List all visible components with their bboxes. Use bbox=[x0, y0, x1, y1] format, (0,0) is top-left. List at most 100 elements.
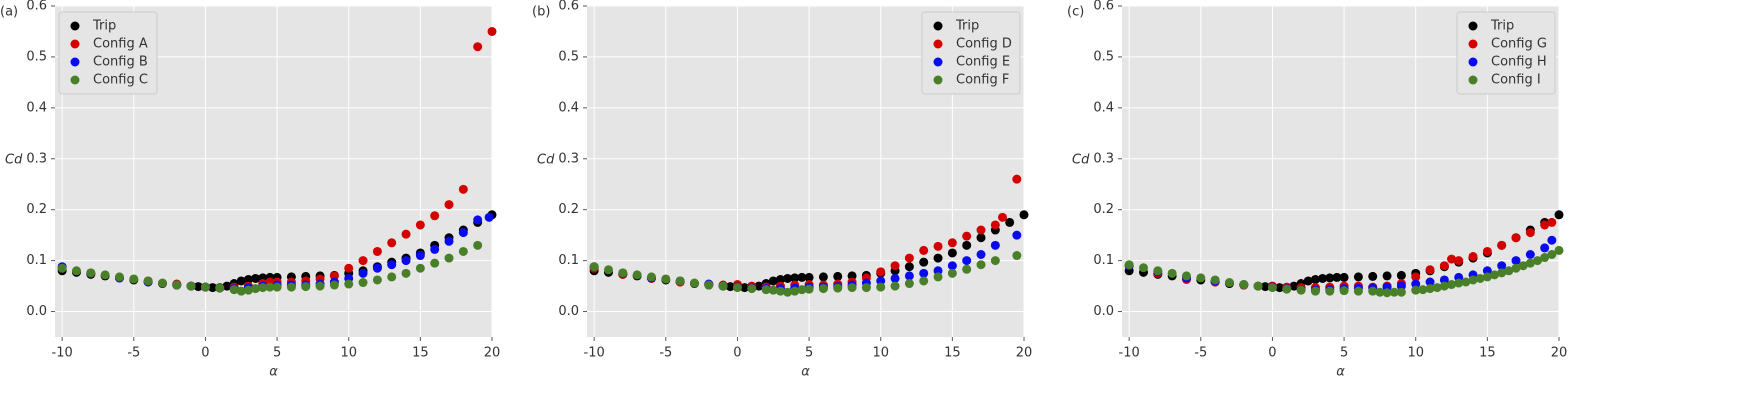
point bbox=[962, 264, 972, 274]
point bbox=[200, 282, 210, 292]
point bbox=[1368, 271, 1378, 281]
point bbox=[286, 282, 296, 292]
point bbox=[990, 240, 1000, 250]
point bbox=[1282, 284, 1292, 294]
point bbox=[847, 283, 857, 293]
point bbox=[833, 271, 843, 281]
legend: Trip Config A Config B Config C bbox=[58, 11, 158, 95]
point bbox=[833, 283, 843, 293]
x-axis-label: α bbox=[269, 365, 278, 380]
point bbox=[1525, 250, 1535, 260]
point bbox=[215, 283, 225, 293]
point bbox=[1396, 287, 1406, 297]
point bbox=[487, 26, 497, 36]
point bbox=[473, 240, 483, 250]
point bbox=[1482, 272, 1492, 282]
y-tick-label: 0.3 bbox=[26, 151, 47, 166]
point bbox=[1511, 263, 1521, 273]
point bbox=[1475, 273, 1485, 283]
y-tick-label: 0.5 bbox=[1093, 49, 1114, 64]
point bbox=[208, 283, 218, 293]
point bbox=[1425, 284, 1435, 294]
point bbox=[783, 287, 793, 297]
point bbox=[947, 238, 957, 248]
point bbox=[1153, 266, 1163, 276]
point bbox=[1210, 275, 1220, 285]
point bbox=[1339, 286, 1349, 296]
legend: Trip Config G Config H Config I bbox=[1456, 11, 1556, 95]
point bbox=[1325, 286, 1335, 296]
y-axis-label: Cd bbox=[537, 153, 555, 168]
point bbox=[1418, 285, 1428, 295]
point bbox=[783, 273, 793, 283]
legend-label: Config B bbox=[93, 55, 148, 70]
point bbox=[301, 282, 311, 292]
point bbox=[790, 273, 800, 283]
legend-label: Config A bbox=[93, 37, 148, 52]
panel-label: (c) bbox=[1067, 5, 1084, 20]
x-tick-label: 15 bbox=[944, 346, 961, 361]
point bbox=[904, 271, 914, 281]
point bbox=[1303, 276, 1313, 286]
point bbox=[272, 282, 282, 292]
legend-box bbox=[1456, 11, 1556, 95]
point bbox=[1454, 278, 1464, 288]
point bbox=[243, 274, 253, 284]
point bbox=[1396, 270, 1406, 280]
point bbox=[1490, 270, 1500, 280]
legend-label: Config G bbox=[1491, 37, 1547, 52]
point bbox=[1497, 240, 1507, 250]
point bbox=[962, 256, 972, 266]
point bbox=[57, 263, 67, 273]
x-tick-label: -10 bbox=[584, 346, 605, 361]
point bbox=[86, 268, 96, 278]
point bbox=[143, 276, 153, 286]
point bbox=[251, 273, 261, 283]
legend-box bbox=[58, 11, 158, 95]
point bbox=[747, 284, 757, 294]
y-tick-label: 0.0 bbox=[558, 304, 579, 319]
point bbox=[976, 260, 986, 270]
point bbox=[1525, 228, 1535, 238]
point bbox=[401, 229, 411, 239]
legend-marker bbox=[1468, 75, 1478, 85]
y-tick-label: 0.6 bbox=[558, 0, 579, 14]
y-tick-label: 0.2 bbox=[1093, 202, 1114, 217]
point bbox=[344, 263, 354, 273]
point bbox=[1353, 272, 1363, 282]
point bbox=[689, 278, 699, 288]
legend-label: Trip bbox=[92, 19, 116, 34]
point bbox=[1540, 253, 1550, 263]
point bbox=[646, 272, 656, 282]
x-tick-label: -10 bbox=[52, 346, 73, 361]
legend-marker bbox=[70, 75, 80, 85]
point bbox=[775, 286, 785, 296]
point bbox=[1289, 281, 1299, 291]
x-tick-label: 10 bbox=[872, 346, 889, 361]
point bbox=[430, 244, 440, 254]
point bbox=[243, 285, 253, 295]
point bbox=[458, 184, 468, 194]
legend-marker bbox=[1468, 21, 1478, 31]
point bbox=[444, 200, 454, 210]
x-axis-label: α bbox=[801, 365, 810, 380]
x-tick-label: 20 bbox=[484, 346, 501, 361]
point bbox=[358, 268, 368, 278]
point bbox=[401, 268, 411, 278]
y-tick-label: 0.4 bbox=[1093, 100, 1114, 115]
point bbox=[890, 261, 900, 271]
point bbox=[229, 285, 239, 295]
point bbox=[114, 272, 124, 282]
point bbox=[990, 220, 1000, 230]
point bbox=[1547, 250, 1557, 260]
point bbox=[401, 256, 411, 266]
legend-label: Config I bbox=[1491, 73, 1541, 88]
point bbox=[1382, 271, 1392, 281]
x-tick-label: 5 bbox=[273, 346, 281, 361]
y-tick-label: 0.1 bbox=[26, 253, 47, 268]
x-tick-label: 5 bbox=[1340, 346, 1348, 361]
y-tick-label: 0.0 bbox=[26, 304, 47, 319]
x-tick-label: 20 bbox=[1551, 346, 1568, 361]
point bbox=[797, 272, 807, 282]
